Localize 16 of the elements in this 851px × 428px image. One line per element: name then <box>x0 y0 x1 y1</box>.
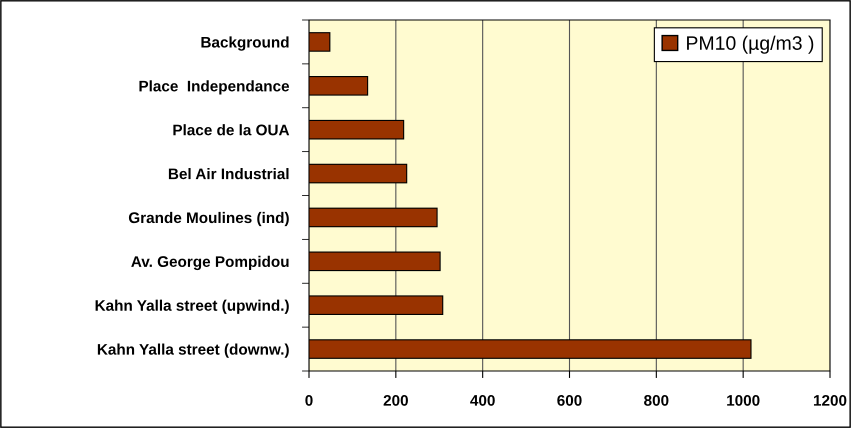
y-tick-label: Place Independance <box>139 80 290 95</box>
legend-label: PM10 (µg/m3 ) <box>687 36 814 54</box>
x-tick-label: 0 <box>305 395 313 406</box>
y-tick-label: Bel Air Industrial <box>168 168 288 180</box>
x-tick-label: 200 <box>384 395 408 406</box>
x-tick-label: 600 <box>557 395 582 406</box>
x-tick-label: 400 <box>470 395 495 406</box>
y-tick-label: Kahn Yalla street (downw.) <box>98 344 289 358</box>
x-tick-label: 800 <box>644 395 668 406</box>
x-tick-label: 1000 <box>727 395 760 406</box>
y-tick-label: Kahn Yalla street (upwind.) <box>96 300 289 314</box>
x-tick-label: 1200 <box>814 395 846 406</box>
y-tick-label: Grande Moulines (ind) <box>128 212 289 226</box>
y-tick-label: Place de la OUA <box>173 124 290 136</box>
y-tick-label: Background <box>201 36 289 51</box>
y-tick-label: Av. George Pompidou <box>131 256 289 270</box>
